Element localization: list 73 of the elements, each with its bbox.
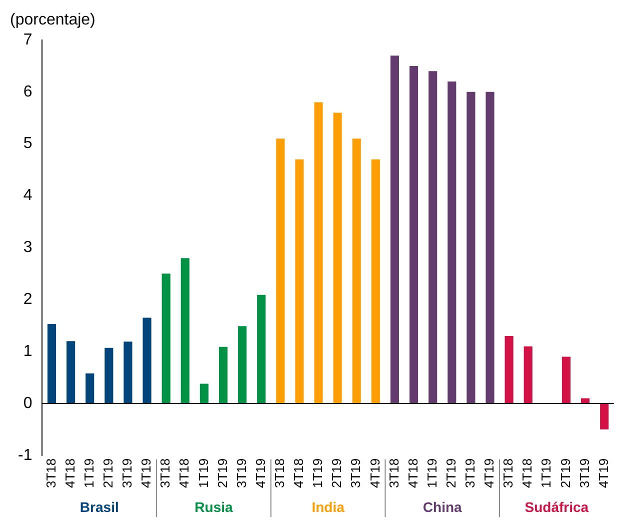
x-tick-label: 4T19 [596,458,611,488]
bar [390,56,400,404]
bar [47,324,56,404]
y-tick-label: 1 [23,342,32,360]
y-tick-label: 4 [23,187,32,204]
bar [600,403,609,430]
y-tick-label: 7 [23,31,32,48]
bar [428,71,438,404]
bar [200,384,208,404]
bar [352,138,361,404]
bar [410,66,418,404]
y-tick-label: 2 [23,291,32,308]
x-tick-label: 4T18 [291,458,306,488]
x-tick-label: 4T18 [176,458,192,488]
x-tick-label: 1T19 [310,458,326,488]
x-tick-label: 3T19 [576,458,592,488]
y-tick-label: 0 [23,394,32,412]
x-tick-label: 4T19 [138,458,154,488]
bar [504,336,514,404]
x-tick-label: 4T18 [62,458,78,488]
x-tick-label: 4T19 [482,458,497,488]
y-axis-title: (porcentaje) [10,11,96,28]
text: Rusia [194,498,233,515]
x-tick-label: 1T19 [196,458,211,488]
bar [295,159,304,404]
bar [333,112,342,404]
x-tick-label: 3T19 [120,458,135,488]
bar [257,294,266,404]
bar [104,348,114,404]
bar [142,318,152,404]
text: Sudáfrica [524,498,589,515]
x-tick-label: 3T18 [158,458,173,488]
bar [466,92,476,404]
bar [218,346,228,404]
y-tick-label: 3 [23,239,32,256]
x-tick-label: 3T19 [348,458,364,488]
bar [524,346,532,404]
text: India [312,498,345,515]
bar [314,102,323,404]
x-tick-label: 4T18 [405,458,420,488]
bar [162,274,170,404]
x-tick-label: 1T19 [81,458,96,488]
x-tick-label: 3T18 [500,458,516,488]
x-tick-label: 2T19 [443,458,458,488]
x-tick-label: 3T18 [43,458,58,488]
bar [238,326,247,404]
bar [124,342,132,404]
x-tick-label: 4T19 [252,458,268,488]
x-tick-label: 1T19 [538,458,554,488]
bar [180,258,190,404]
x-tick-label: 2T19 [214,458,230,488]
x-tick-label: 3T19 [234,458,249,488]
bar [86,373,94,404]
x-tick-label: 2T19 [100,458,116,488]
x-tick-label: 3T18 [386,458,402,488]
bar [486,92,494,404]
bar [448,82,456,404]
bar [371,159,380,404]
bar [276,138,285,404]
bar [66,341,76,404]
text: Brasil [80,498,119,515]
y-tick-label: -1 [18,446,32,464]
bar [562,356,571,404]
x-tick-label: 2T19 [329,458,344,488]
text: China [422,498,462,515]
y-tick-label: 5 [23,135,32,152]
x-tick-label: 1T19 [424,458,440,488]
x-tick-label: 3T19 [462,458,478,488]
x-tick-label: 4T18 [520,458,535,488]
x-tick-label: 2T19 [558,458,573,488]
x-tick-label: 4T19 [367,458,382,488]
y-tick-label: 6 [23,83,32,100]
x-tick-label: 3T18 [272,458,287,488]
